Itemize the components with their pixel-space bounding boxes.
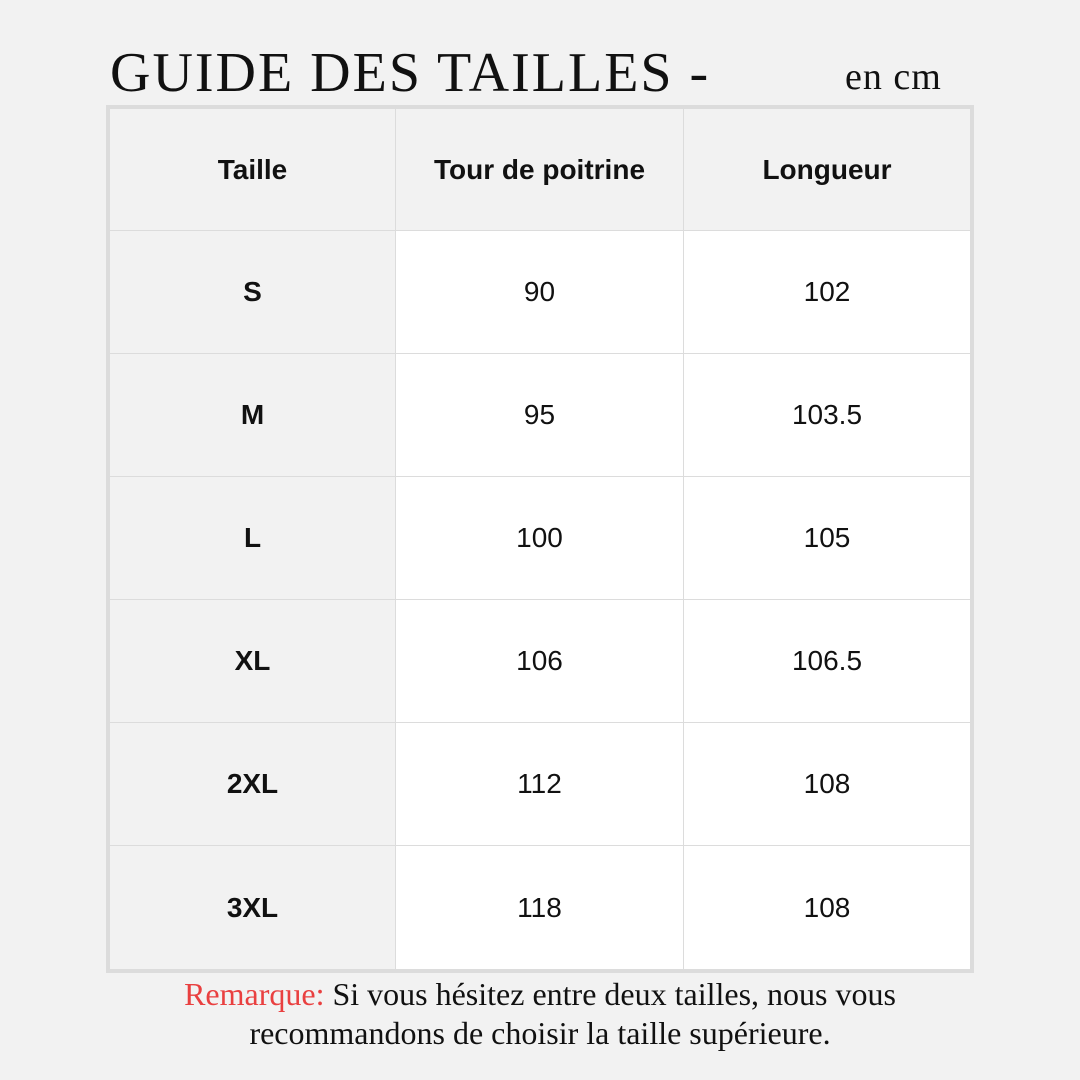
cell-length: 105 [684,477,970,600]
cell-length: 102 [684,231,970,354]
cell-size: M [110,354,396,477]
size-table: Taille Tour de poitrine Longueur S 90 102 M… [106,105,974,973]
cell-length: 108 [684,723,970,846]
cell-chest: 112 [396,723,684,846]
cell-length: 106.5 [684,600,970,723]
cell-length: 108 [803,891,851,923]
cell-size: 2XL [110,723,396,846]
header-length: Longueur [684,109,970,231]
cell-size: 3XL [110,846,396,969]
header-chest: Tour de poitrine [396,109,684,231]
cell-length: 103.5 [684,354,970,477]
cell-chest: 106 [396,600,684,723]
page-title: GUIDE DES TAILLES - [110,42,711,104]
remark-label: Remarque: [184,976,325,1012]
cell-size: XL [110,600,396,723]
remark-note: Remarque: Si vous hésitez entre deux tai… [0,975,1080,1053]
cell-size: L [110,477,396,600]
cell-chest: 118 [396,846,684,969]
remark-text-line1: Si vous hésitez entre deux tailles, nous… [332,976,896,1012]
unit-label: en cm [845,56,942,98]
cell-chest: 95 [396,354,684,477]
cell-chest: 90 [396,231,684,354]
remark-text-line2: recommandons de choisir la taille supéri… [249,1015,831,1051]
cell-size: S [110,231,396,354]
header-size: Taille [110,109,396,231]
cell-chest: 100 [396,477,684,600]
